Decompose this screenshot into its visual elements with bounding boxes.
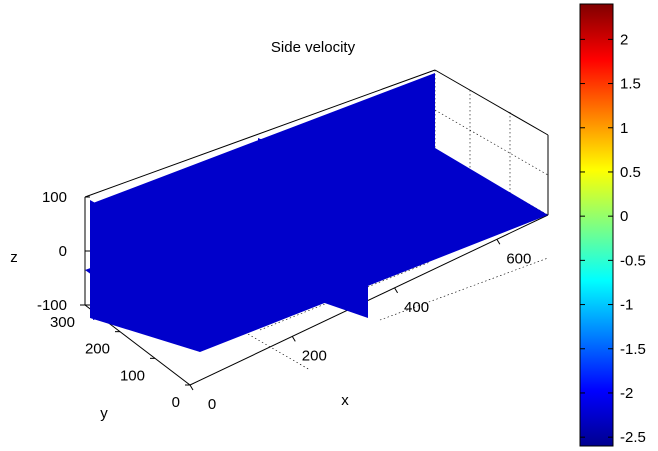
colorbar-tick-label: -2 [620,385,633,402]
colorbar-tick-label: -0.5 [620,252,646,269]
colorbar: 2 1.5 1 0.5 0 -0.5 -1 -1.5 -2 -2.5 [579,3,646,447]
x-tick-label: 600 [506,250,531,267]
colorbar-gradient [579,3,614,447]
chart-title: Side velocity [271,39,356,56]
x-tick-label: 400 [404,299,429,316]
box-edge [189,214,549,386]
z-tick-label: -100 [37,297,67,314]
x-tick-mark [496,239,501,245]
y-axis-label: y [100,405,108,422]
x-axis-label: x [341,392,349,409]
colorbar-ticks: 2 1.5 1 0.5 0 -0.5 -1 -1.5 -2 -2.5 [580,31,646,446]
box-edge [84,69,436,198]
colorbar-tick-label: -1.5 [620,341,646,358]
x-tick-mark [291,336,296,342]
grid-line [379,257,549,321]
z-tick-label: 100 [42,189,67,206]
x-tick-label: 200 [302,347,327,364]
x-tick-label: 0 [208,396,216,413]
colorbar-tick-label: 0.5 [620,164,641,181]
y-tick-label: 300 [50,314,75,331]
colorbar-tick-label: 1.5 [620,76,641,93]
x-tick-mark [189,384,194,391]
x-tick-mark [394,287,399,294]
grid-line [259,261,431,331]
grid-line [209,311,311,371]
axis-ticks: 0 200 400 600 x 0 100 200 300 y 100 0 -100 z [10,189,531,422]
velocity-slices [85,73,548,352]
y-tick-label: 100 [120,367,145,384]
grid-line [434,109,549,176]
y-tick-label: 0 [172,394,180,411]
colorbar-tick-label: -2.5 [620,429,646,446]
colorbar-tick-label: 2 [620,31,628,48]
colorbar-tick-label: -1 [620,297,633,314]
colorbar-tick-label: 0 [620,208,628,225]
z-tick-label: 0 [59,243,67,260]
z-axis-label: z [10,249,18,266]
colorbar-tick-label: 1 [620,120,628,137]
y-tick-label: 200 [85,341,110,358]
box-edge [434,69,549,136]
